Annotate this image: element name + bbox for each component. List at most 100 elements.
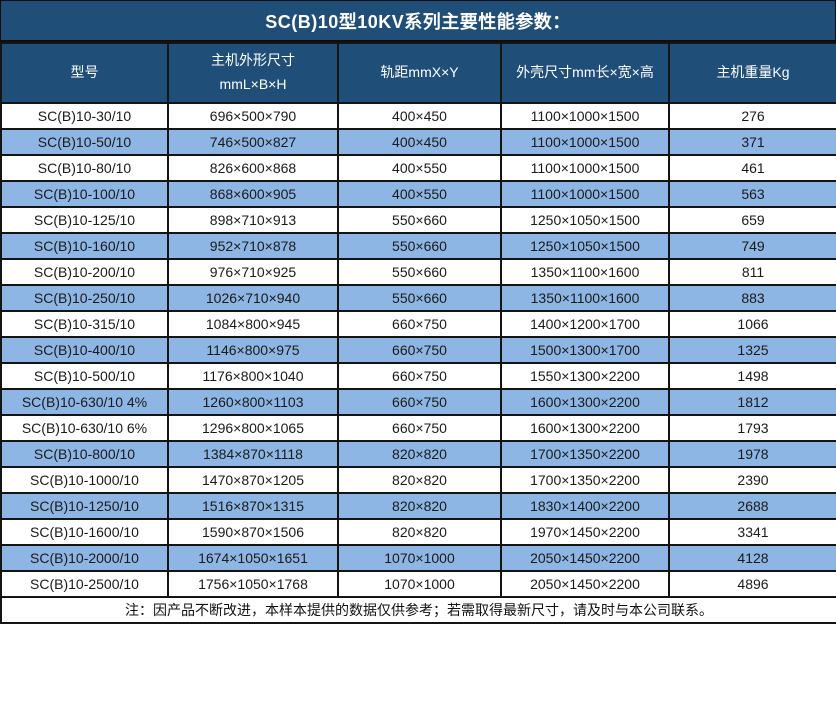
table-row: SC(B)10-1250/10 1516×870×1315 820×820 1830×… bbox=[0, 492, 836, 520]
table-cell: 1100×1000×1500 bbox=[500, 128, 670, 156]
table-cell: 550×660 bbox=[337, 232, 502, 260]
table-cell: 1146×800×975 bbox=[167, 336, 339, 364]
table-cell: 400×450 bbox=[337, 102, 502, 130]
table-cell: 1470×870×1205 bbox=[167, 466, 339, 494]
table-cell: 2050×1450×2200 bbox=[500, 570, 670, 598]
table-cell: 1384×870×1118 bbox=[167, 440, 339, 468]
table-cell: 746×500×827 bbox=[167, 128, 339, 156]
table-cell: 371 bbox=[668, 128, 836, 156]
table-cell: 1516×870×1315 bbox=[167, 492, 339, 520]
page-title: SC(B)10型10KV系列主要性能参数： bbox=[0, 0, 836, 42]
table-cell: 660×750 bbox=[337, 310, 502, 338]
table-cell: 461 bbox=[668, 154, 836, 182]
table-cell: 1600×1300×2200 bbox=[500, 388, 670, 416]
table-row: SC(B)10-1000/10 1470×870×1205 820×820 1700×… bbox=[0, 466, 836, 494]
table-cell: 1550×1300×2200 bbox=[500, 362, 670, 390]
table-cell: 2390 bbox=[668, 466, 836, 494]
table-cell: SC(B)10-400/10 bbox=[0, 336, 169, 364]
table-cell: 4128 bbox=[668, 544, 836, 572]
table-body: SC(B)10-30/10 696×500×790 400×450 1100×1000… bbox=[0, 102, 836, 598]
table-cell: 1756×1050×1768 bbox=[167, 570, 339, 598]
table-cell: 820×820 bbox=[337, 466, 502, 494]
table-row: SC(B)10-125/10 898×710×913 550×660 1250×105… bbox=[0, 206, 836, 234]
table-cell: 660×750 bbox=[337, 414, 502, 442]
table-cell: 1066 bbox=[668, 310, 836, 338]
table-cell: SC(B)10-80/10 bbox=[0, 154, 169, 182]
table-cell: 820×820 bbox=[337, 518, 502, 546]
table-cell: SC(B)10-200/10 bbox=[0, 258, 169, 286]
table-cell: 826×600×868 bbox=[167, 154, 339, 182]
table-cell: 1100×1000×1500 bbox=[500, 154, 670, 182]
spec-table: 型号 主机外形尺寸 mmL×B×H 轨距mmX×Y 外壳尺寸mm长×宽×高 主机… bbox=[0, 42, 836, 624]
table-cell: SC(B)10-160/10 bbox=[0, 232, 169, 260]
table-cell: 400×450 bbox=[337, 128, 502, 156]
table-row: SC(B)10-630/10 4% 1260×800×1103 660×750 160… bbox=[0, 388, 836, 416]
table-cell: 2688 bbox=[668, 492, 836, 520]
table-cell: SC(B)10-630/10 4% bbox=[0, 388, 169, 416]
table-cell: 1026×710×940 bbox=[167, 284, 339, 312]
table-cell: SC(B)10-50/10 bbox=[0, 128, 169, 156]
table-row: SC(B)10-630/10 6% 1296×800×1065 660×750 160… bbox=[0, 414, 836, 442]
table-cell: 550×660 bbox=[337, 206, 502, 234]
table-cell: 1978 bbox=[668, 440, 836, 468]
column-header-shell-dimensions: 外壳尺寸mm长×宽×高 bbox=[500, 42, 670, 104]
table-cell: 1260×800×1103 bbox=[167, 388, 339, 416]
table-cell: 1500×1300×1700 bbox=[500, 336, 670, 364]
header-row: 型号 主机外形尺寸 mmL×B×H 轨距mmX×Y 外壳尺寸mm长×宽×高 主机… bbox=[0, 42, 836, 104]
table-cell: 1070×1000 bbox=[337, 570, 502, 598]
table-cell: 659 bbox=[668, 206, 836, 234]
table-row: SC(B)10-100/10 868×600×905 400×550 1100×100… bbox=[0, 180, 836, 208]
table-cell: 1590×870×1506 bbox=[167, 518, 339, 546]
table-cell: SC(B)10-2500/10 bbox=[0, 570, 169, 598]
table-cell: 811 bbox=[668, 258, 836, 286]
footer-row: 注：因产品不断改进，本样本提供的数据仅供参考；若需取得最新尺寸，请及时与本公司联… bbox=[0, 596, 836, 624]
column-header-model: 型号 bbox=[0, 42, 169, 104]
table-cell: SC(B)10-500/10 bbox=[0, 362, 169, 390]
table-cell: 1296×800×1065 bbox=[167, 414, 339, 442]
table-cell: 4896 bbox=[668, 570, 836, 598]
table-row: SC(B)10-800/10 1384×870×1118 820×820 1700×1… bbox=[0, 440, 836, 468]
table-row: SC(B)10-160/10 952×710×878 550×660 1250×105… bbox=[0, 232, 836, 260]
table-cell: SC(B)10-630/10 6% bbox=[0, 414, 169, 442]
table-row: SC(B)10-50/10 746×500×827 400×450 1100×1000… bbox=[0, 128, 836, 156]
table-cell: 1600×1300×2200 bbox=[500, 414, 670, 442]
table-cell: 660×750 bbox=[337, 336, 502, 364]
table-cell: SC(B)10-30/10 bbox=[0, 102, 169, 130]
table-row: SC(B)10-30/10 696×500×790 400×450 1100×1000… bbox=[0, 102, 836, 130]
table-cell: 3341 bbox=[668, 518, 836, 546]
table-cell: 952×710×878 bbox=[167, 232, 339, 260]
table-cell: 1812 bbox=[668, 388, 836, 416]
table-cell: SC(B)10-1000/10 bbox=[0, 466, 169, 494]
column-header-weight: 主机重量Kg bbox=[668, 42, 836, 104]
table-cell: 276 bbox=[668, 102, 836, 130]
column-header-rail-gauge: 轨距mmX×Y bbox=[337, 42, 502, 104]
table-cell: 696×500×790 bbox=[167, 102, 339, 130]
table-cell: 660×750 bbox=[337, 388, 502, 416]
table-cell: 400×550 bbox=[337, 154, 502, 182]
table-cell: 550×660 bbox=[337, 284, 502, 312]
table-cell: SC(B)10-1250/10 bbox=[0, 492, 169, 520]
table-cell: 1100×1000×1500 bbox=[500, 180, 670, 208]
table-row: SC(B)10-500/10 1176×800×1040 660×750 1550×1… bbox=[0, 362, 836, 390]
table-row: SC(B)10-315/10 1084×800×945 660×750 1400×12… bbox=[0, 310, 836, 338]
table-cell: 550×660 bbox=[337, 258, 502, 286]
table-cell: 820×820 bbox=[337, 492, 502, 520]
table-cell: 1100×1000×1500 bbox=[500, 102, 670, 130]
table-cell: 1793 bbox=[668, 414, 836, 442]
table-cell: 400×550 bbox=[337, 180, 502, 208]
table-cell: 1674×1050×1651 bbox=[167, 544, 339, 572]
table-cell: 1250×1050×1500 bbox=[500, 232, 670, 260]
column-header-main-dimensions: 主机外形尺寸 mmL×B×H bbox=[167, 42, 339, 104]
table-cell: 1830×1400×2200 bbox=[500, 492, 670, 520]
table-row: SC(B)10-400/10 1146×800×975 660×750 1500×13… bbox=[0, 336, 836, 364]
table-cell: 976×710×925 bbox=[167, 258, 339, 286]
table-cell: 1325 bbox=[668, 336, 836, 364]
table-cell: 1070×1000 bbox=[337, 544, 502, 572]
table-cell: 749 bbox=[668, 232, 836, 260]
table-cell: 1350×1100×1600 bbox=[500, 284, 670, 312]
footer-note: 注：因产品不断改进，本样本提供的数据仅供参考；若需取得最新尺寸，请及时与本公司联… bbox=[0, 596, 836, 624]
table-cell: 1970×1450×2200 bbox=[500, 518, 670, 546]
table-cell: 660×750 bbox=[337, 362, 502, 390]
table-header: 型号 主机外形尺寸 mmL×B×H 轨距mmX×Y 外壳尺寸mm长×宽×高 主机… bbox=[0, 42, 836, 104]
